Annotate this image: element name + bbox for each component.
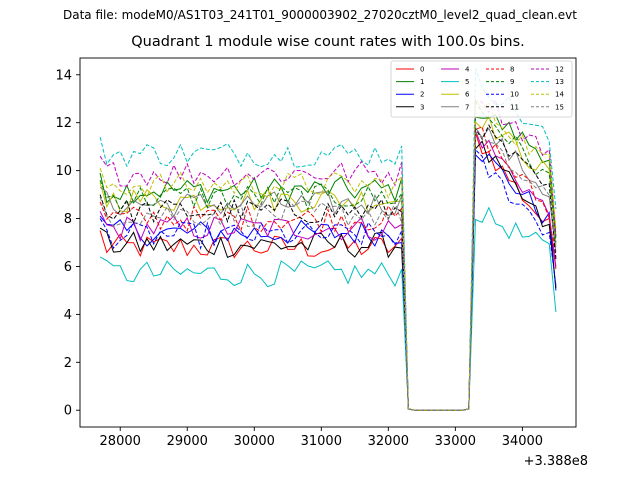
series-line-15 [99,132,557,411]
series-line-0 [99,132,557,411]
legend-label-2: 2 [420,91,424,99]
legend-label-8: 8 [510,66,514,74]
series-line-5 [99,206,557,411]
plot-frame [79,57,577,428]
legend-label-13: 13 [555,78,564,86]
legend-label-6: 6 [465,91,470,99]
y-tick-label: 8 [64,212,72,227]
legend-label-1: 1 [420,78,424,86]
y-tick-label: 10 [55,164,72,179]
y-tick-label: 0 [64,404,72,419]
y-tick-label: 4 [64,308,72,323]
legend-label-0: 0 [420,66,424,74]
x-tick-label: 33000 [435,434,476,449]
x-tick-label: 29000 [167,434,208,449]
series-line-11 [99,124,557,411]
series-line-13 [99,68,557,411]
x-tick-label: 31000 [301,434,342,449]
x-axis-offset-label: +3.388e8 [523,454,588,469]
legend-label-9: 9 [510,78,514,86]
series-line-12 [99,99,557,411]
chart-title: Quadrant 1 module wise count rates with … [131,34,525,50]
legend-label-12: 12 [555,66,564,74]
legend-label-10: 10 [510,91,519,99]
legend-label-14: 14 [555,91,564,99]
series-line-2 [99,153,557,411]
figure-suptitle: Data file: modeM0/AS1T03_241T01_90000039… [63,8,577,22]
legend-label-11: 11 [510,103,519,111]
y-tick-label: 6 [64,260,72,275]
y-tick-label: 2 [64,356,72,371]
x-tick-label: 28000 [100,434,141,449]
y-tick-label: 12 [55,116,72,131]
legend-label-3: 3 [420,103,424,111]
series-line-7 [99,125,557,411]
legend-label-15: 15 [555,103,564,111]
legend-box [390,60,573,118]
x-tick-label: 32000 [368,434,409,449]
x-tick-label: 34000 [502,434,543,449]
series-line-4 [99,130,557,411]
series-line-8 [99,126,557,411]
legend-label-4: 4 [465,66,470,74]
series-line-10 [99,148,557,411]
legend-label-7: 7 [465,103,469,111]
series-line-3 [99,140,557,411]
legend-label-5: 5 [465,78,469,86]
x-tick-label: 30000 [234,434,275,449]
y-tick-label: 14 [55,68,72,83]
